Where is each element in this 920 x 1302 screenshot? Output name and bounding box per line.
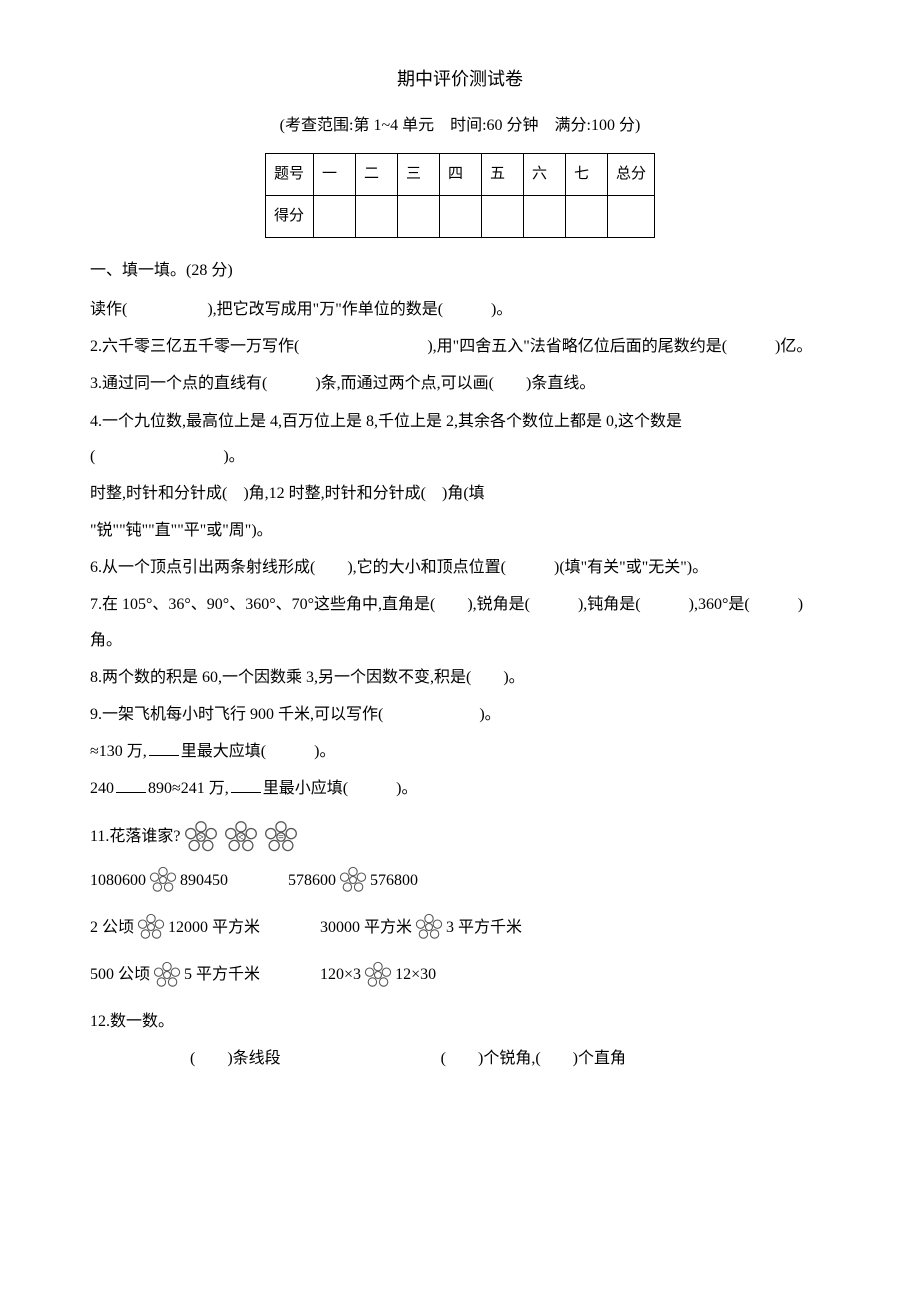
- compare-right: 890450: [180, 863, 228, 898]
- compare-row-3: 500 公顷 5 平方千米 120×3 12×30: [90, 957, 830, 992]
- compare-left: 1080600: [90, 863, 146, 898]
- question-10a: ≈130 万, 里最大应填( )。: [90, 734, 830, 769]
- cell: 七: [565, 153, 607, 195]
- question-11-label: 11.花落谁家?: [90, 819, 181, 854]
- table-row: 得分: [265, 195, 654, 237]
- compare-left: 578600: [288, 863, 336, 898]
- flower-icon: [148, 865, 178, 895]
- flower-icon: [136, 912, 166, 942]
- cell: 一: [313, 153, 355, 195]
- exam-subtitle: (考查范围:第 1~4 单元 时间:60 分钟 满分:100 分): [90, 108, 830, 143]
- question-5b: "锐""钝""直""平"或"周")。: [90, 513, 830, 548]
- question-9: 9.一架飞机每小时飞行 900 千米,可以写作( )。: [90, 697, 830, 732]
- cell-empty: [565, 195, 607, 237]
- compare-right: 12×30: [395, 957, 436, 992]
- flower-icon: =: [263, 819, 299, 855]
- compare-left: 120×3: [320, 957, 361, 992]
- cell: 三: [397, 153, 439, 195]
- compare-row-2: 2 公顷 12000 平方米 30000 平方米 3 平方千米: [90, 910, 830, 945]
- exam-title: 期中评价测试卷: [90, 60, 830, 100]
- compare-left: 30000 平方米: [320, 910, 412, 945]
- compare-right: 576800: [370, 863, 418, 898]
- compare-pair: 2 公顷 12000 平方米: [90, 910, 260, 945]
- count-angles: ( )个锐角,( )个直角: [441, 1041, 626, 1076]
- cell-empty: [481, 195, 523, 237]
- flower-icon: [414, 912, 444, 942]
- cell: 六: [523, 153, 565, 195]
- question-7: 7.在 105°、36°、90°、360°、70°这些角中,直角是( ),锐角是…: [90, 587, 830, 657]
- cell: 五: [481, 153, 523, 195]
- cell-empty: [607, 195, 654, 237]
- cell-label: 得分: [265, 195, 313, 237]
- flower-icon: >: [183, 819, 219, 855]
- question-11-label-row: 11.花落谁家? > < =: [90, 819, 830, 855]
- flower-symbol: >: [198, 832, 204, 843]
- score-table: 题号 一 二 三 四 五 六 七 总分 得分: [265, 153, 655, 238]
- cell-empty: [439, 195, 481, 237]
- question-2: 2.六千零三亿五千零一万写作( ),用"四舍五入"法省略亿位后面的尾数约是( )…: [90, 329, 830, 364]
- text: 240: [90, 780, 114, 797]
- flower-icon: [363, 960, 393, 990]
- compare-pair: 1080600 890450: [90, 863, 228, 898]
- question-8: 8.两个数的积是 60,一个因数乘 3,另一个因数不变,积是( )。: [90, 660, 830, 695]
- text: ≈130 万,: [90, 743, 147, 760]
- flower-icon: [338, 865, 368, 895]
- question-5a: 时整,时针和分针成( )角,12 时整,时针和分针成( )角(填: [90, 476, 830, 511]
- flower-icon: [152, 960, 182, 990]
- question-12-label: 12.数一数。: [90, 1004, 830, 1039]
- cell: 总分: [607, 153, 654, 195]
- text: 里最小应填( )。: [263, 780, 418, 797]
- text: 里最大应填( )。: [181, 743, 336, 760]
- text: 890≈241 万,: [148, 780, 229, 797]
- cell-empty: [397, 195, 439, 237]
- cell: 二: [355, 153, 397, 195]
- cell-empty: [523, 195, 565, 237]
- question-6: 6.从一个顶点引出两条射线形成( ),它的大小和顶点位置( )(填"有关"或"无…: [90, 550, 830, 585]
- flower-symbol: <: [238, 832, 244, 843]
- question-12-answers: ( )条线段 ( )个锐角,( )个直角: [190, 1041, 830, 1076]
- compare-pair: 578600 576800: [288, 863, 418, 898]
- compare-right: 5 平方千米: [184, 957, 260, 992]
- question-read: 读作( ),把它改写成用"万"作单位的数是( )。: [90, 292, 830, 327]
- blank-underline: [231, 777, 261, 793]
- cell: 四: [439, 153, 481, 195]
- blank-underline: [116, 777, 146, 793]
- compare-pair: 500 公顷 5 平方千米: [90, 957, 260, 992]
- cell-label: 题号: [265, 153, 313, 195]
- cell-empty: [355, 195, 397, 237]
- blank-underline: [149, 740, 179, 756]
- compare-left: 500 公顷: [90, 957, 150, 992]
- cell-empty: [313, 195, 355, 237]
- table-row: 题号 一 二 三 四 五 六 七 总分: [265, 153, 654, 195]
- question-3: 3.通过同一个点的直线有( )条,而通过两个点,可以画( )条直线。: [90, 366, 830, 401]
- compare-right: 3 平方千米: [446, 910, 522, 945]
- compare-right: 12000 平方米: [168, 910, 260, 945]
- compare-left: 2 公顷: [90, 910, 134, 945]
- compare-pair: 30000 平方米 3 平方千米: [320, 910, 522, 945]
- compare-row-1: 1080600 890450 578600 576800: [90, 863, 830, 898]
- compare-pair: 120×3 12×30: [320, 957, 436, 992]
- question-4: 4.一个九位数,最高位上是 4,百万位上是 8,千位上是 2,其余各个数位上都是…: [90, 404, 830, 474]
- flower-icon: <: [223, 819, 259, 855]
- count-segments: ( )条线段: [190, 1041, 281, 1076]
- question-10b: 240 890≈241 万, 里最小应填( )。: [90, 771, 830, 806]
- flower-symbol: =: [278, 832, 284, 843]
- section-1-header: 一、填一填。(28 分): [90, 253, 830, 288]
